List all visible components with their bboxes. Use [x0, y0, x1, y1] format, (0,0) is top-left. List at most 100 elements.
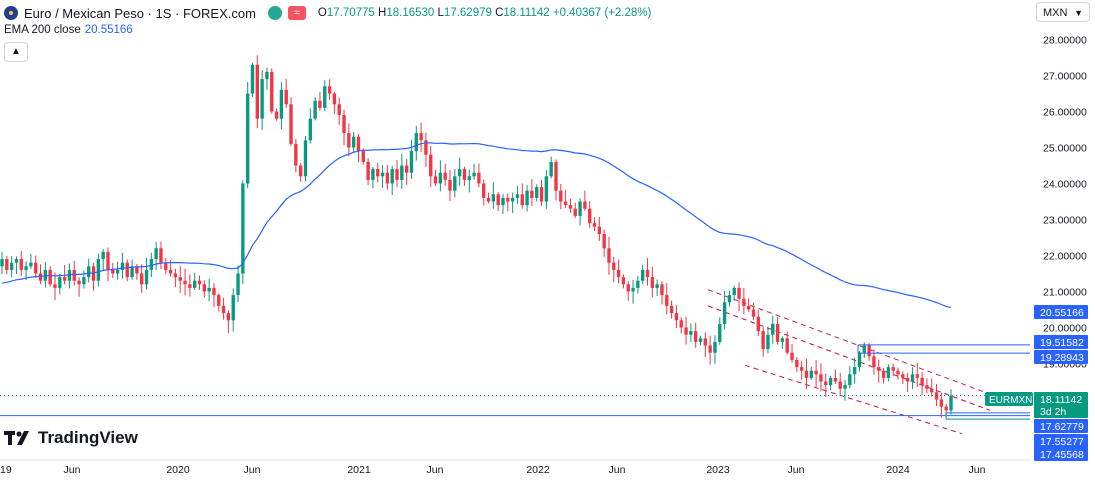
candle-body — [24, 266, 28, 270]
ema-value: 20.55166 — [84, 24, 133, 36]
price-tag-label: 18.11142 — [1040, 394, 1082, 406]
candle-body — [14, 259, 19, 263]
candle-body — [419, 133, 423, 141]
candle-body — [814, 370, 818, 375]
candle-body — [337, 104, 341, 116]
price-tag-countdown: 3d 2h — [1034, 404, 1088, 418]
candle-body — [848, 374, 852, 386]
candle-body — [491, 194, 496, 202]
price-tick-label: 26.00000 — [1043, 107, 1087, 119]
candle-body — [457, 169, 462, 177]
candle-body — [708, 345, 712, 353]
open-value: 17.70775 — [326, 7, 375, 19]
candle-body — [742, 298, 746, 306]
candle-body — [125, 262, 129, 278]
candle-body — [833, 377, 838, 382]
collapse-legend-button[interactable]: ▲ — [4, 42, 28, 62]
candle-body — [5, 259, 9, 270]
candle-body — [722, 302, 727, 324]
candle-body — [101, 251, 105, 260]
candle-body — [761, 331, 765, 350]
candle-body — [327, 86, 332, 94]
candle-body — [351, 136, 356, 148]
candle-body — [404, 165, 409, 173]
time-tick-label: Jun — [969, 464, 986, 476]
candle-body — [636, 280, 640, 288]
candle-body — [881, 370, 886, 378]
candle-body — [626, 284, 630, 292]
candle-body — [332, 93, 337, 105]
candle-body — [655, 284, 659, 288]
candle-body — [612, 262, 616, 270]
price-tag-bg — [1034, 404, 1088, 418]
candle-body — [477, 172, 481, 184]
candle-body — [438, 172, 443, 184]
candle-body — [0, 259, 4, 267]
candle-body — [737, 287, 741, 299]
candle-body — [390, 169, 394, 184]
candle-body — [539, 187, 544, 202]
candle-body — [424, 140, 428, 155]
low-label: L — [437, 7, 444, 19]
candle-body — [872, 356, 876, 368]
market-status-icon[interactable] — [267, 6, 282, 20]
time-tick-label: 2020 — [166, 464, 190, 476]
candle-body — [645, 269, 650, 278]
candle-body — [87, 266, 91, 278]
candle-body — [771, 323, 775, 335]
price-tag-ema: 20.55166 — [1034, 305, 1088, 319]
symbol-title[interactable]: Euro / Mexican Peso · 1S · FOREX.com — [24, 5, 256, 21]
candle-body — [559, 190, 563, 202]
candle-body — [323, 86, 327, 108]
candle-body — [140, 273, 144, 285]
horizontal-levels — [0, 344, 1030, 420]
tradingview-logo[interactable]: TradingView — [4, 428, 138, 448]
candle-body — [939, 399, 944, 407]
candle-body — [530, 190, 534, 198]
candle-body — [221, 305, 226, 314]
channel-lower-line — [744, 364, 963, 435]
candle-body — [361, 151, 365, 162]
candle-body — [318, 100, 322, 108]
candle-body — [944, 406, 948, 411]
candle-body — [795, 359, 799, 368]
candle-body — [732, 287, 736, 296]
candle-body — [915, 374, 919, 378]
price-tag-bg — [1034, 434, 1088, 448]
candle-body — [583, 201, 587, 209]
currency-selector[interactable]: MXN ▼ — [1036, 2, 1090, 22]
price-tag-label: 17.45568 — [1040, 449, 1084, 461]
candle-body — [746, 305, 751, 310]
time-tick-label: 2022 — [526, 464, 550, 476]
candle-body — [525, 190, 529, 206]
candle-body — [901, 374, 905, 378]
price-axis-bg — [1030, 0, 1095, 460]
candle-body — [366, 161, 370, 180]
time-tick-label: 2024 — [886, 464, 910, 476]
price-tick-label: 24.00000 — [1043, 179, 1087, 191]
price-tag-label: 3d 2h — [1040, 406, 1066, 418]
candle-body — [168, 269, 173, 274]
price-tick-label: 28.00000 — [1043, 35, 1087, 47]
candle-body — [183, 280, 187, 285]
candle-body — [857, 352, 862, 368]
ema-indicator-legend[interactable]: EMA 200 close 20.55166 — [4, 24, 133, 36]
candle-body — [371, 169, 375, 180]
candle-body — [785, 338, 789, 353]
candle-body — [665, 295, 669, 306]
time-axis: 19 Jun 2020 Jun 2021 Jun 2022 Jun 2023 Jun 2024 Jun — [0, 459, 1030, 476]
symbol-badge-label: EURMXN — [989, 395, 1032, 406]
candle-body — [82, 277, 86, 285]
candle-body — [58, 277, 62, 288]
candle-body — [515, 194, 520, 198]
candle-body — [130, 266, 134, 278]
candle-body — [236, 273, 240, 296]
candle-body — [602, 233, 606, 249]
approx-badge[interactable]: ≈ — [287, 6, 306, 20]
candle-body — [154, 248, 158, 260]
candle-body — [650, 277, 655, 288]
candle-body — [443, 172, 447, 180]
candle-body — [607, 248, 611, 263]
candle-body — [949, 395, 953, 411]
